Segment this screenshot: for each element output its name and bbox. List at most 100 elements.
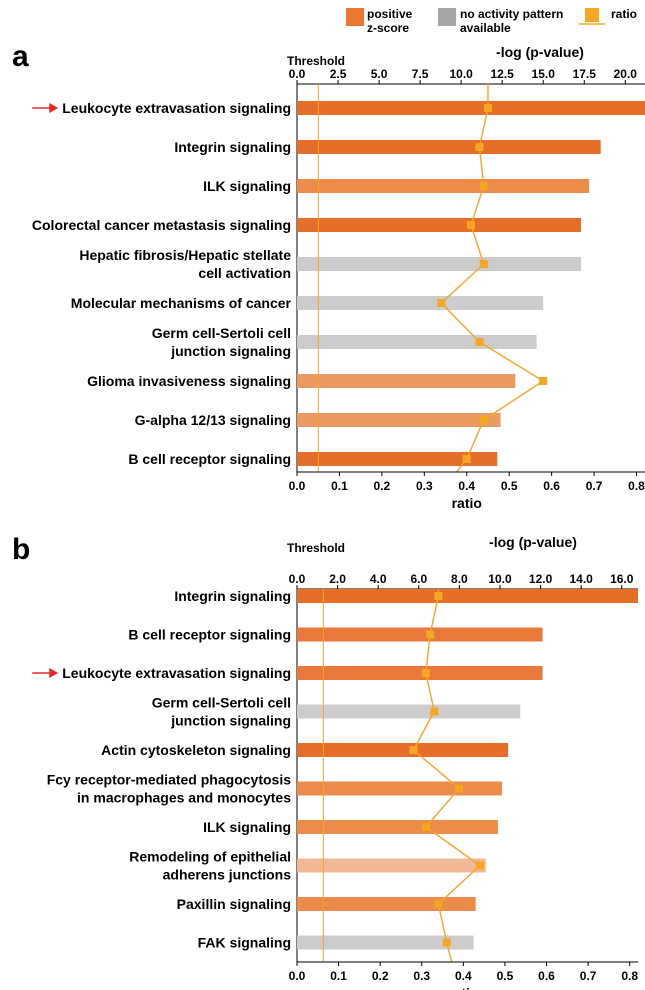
bottom-axis-tick-label: 0.2 [372, 969, 389, 983]
bar [297, 374, 516, 388]
top-axis-tick-label: 12.0 [529, 572, 553, 586]
bottom-axis-tick-label: 0.2 [374, 479, 391, 493]
highlight-arrowhead-icon [49, 103, 59, 113]
bar [297, 179, 590, 193]
bar [297, 704, 521, 719]
bottom-axis-title: ratio [452, 495, 482, 510]
top-axis-title: -log (p-value) [489, 535, 577, 550]
top-axis-tick-label: 16.0 [610, 572, 634, 586]
highlight-arrowhead-icon [49, 668, 59, 678]
ratio-point [421, 823, 430, 831]
chart-b: -log (p-value) 0.0 2.0 4.0 6.0 8.0 10.0 12.0 14.… [32, 535, 638, 990]
ratio-point [430, 707, 439, 716]
top-axis-tick-label: 20.0 [614, 67, 638, 81]
ratio-point [475, 861, 484, 870]
top-axis-tick-label: 10.0 [488, 572, 512, 586]
ratio-point [434, 592, 443, 600]
bottom-axis-tick-label: 0.0 [289, 969, 306, 983]
ratio-point [426, 630, 435, 639]
bar [297, 897, 476, 911]
chart-a: -log (p-value) 0.0 2.5 5.0 7.5 10.0 12.5 15.0 17… [32, 44, 645, 510]
category-label: Leukocyte extravasation signaling [62, 665, 291, 681]
bottom-axis-tick-label: 0.5 [497, 969, 514, 983]
ratio-point [409, 746, 418, 754]
bar [297, 666, 543, 680]
ratio-point [475, 143, 484, 151]
category-label: ILK signaling [203, 819, 291, 835]
bar [297, 218, 581, 232]
top-axis-tick-label: 8.0 [451, 572, 468, 586]
category-label: Germ cell-Sertoli cell junction signaling [152, 695, 291, 729]
panel-label-b: b [12, 533, 31, 566]
category-label: Paxillin signaling [177, 896, 291, 912]
bottom-axis-title: ratio [448, 985, 478, 990]
bottom-axis-tick-label: 0.3 [416, 479, 433, 493]
bottom-axis-tick-label: 0.7 [580, 969, 597, 983]
ratio-line [412, 589, 482, 963]
top-axis-tick-label: 12.5 [491, 67, 515, 81]
ratio-point [539, 377, 548, 385]
bar [297, 589, 638, 603]
bar [297, 627, 543, 642]
ratio-point [479, 260, 488, 268]
bar [297, 296, 544, 310]
legend-swatch-positive [346, 8, 364, 26]
category-label: Actin cytoskeleton signaling [101, 742, 291, 758]
ratio-line [440, 84, 545, 473]
category-label: B cell receptor signaling [128, 627, 291, 643]
top-axis-tick-label: 15.0 [532, 67, 556, 81]
category-label: Molecular mechanisms of cancer [71, 295, 292, 311]
top-axis-tick-label: 7.5 [412, 67, 429, 81]
bottom-axis-tick-label: 0.1 [331, 479, 348, 493]
top-axis-title: -log (p-value) [496, 44, 584, 60]
ratio-point [421, 669, 430, 677]
category-label: Integrin signaling [174, 139, 291, 155]
top-axis-tick-label: 0.0 [289, 572, 306, 586]
ratio-point [483, 104, 492, 112]
category-label: Glioma invasiveness signaling [87, 373, 291, 389]
category-label: Germ cell-Sertoli cell junction signaling [152, 325, 291, 359]
bar [297, 257, 581, 271]
bottom-axis-tick-label: 0.0 [289, 479, 306, 493]
ratio-point [455, 784, 464, 793]
bar [297, 858, 486, 873]
ratio-point [467, 221, 475, 229]
category-label: FAK signaling [198, 935, 291, 951]
category-label: Hepatic fibrosis/Hepatic stellate cell ac… [79, 247, 291, 281]
ratio-point [437, 299, 446, 307]
category-label: B cell receptor signaling [128, 451, 291, 467]
bottom-axis-tick-label: 0.4 [458, 479, 475, 493]
chart-legend: positive z-score no activity pattern ava… [0, 0, 645, 48]
category-label: Leukocyte extravasation signaling [62, 100, 291, 116]
bottom-axis-tick-label: 0.1 [330, 969, 347, 983]
bar [297, 743, 509, 757]
threshold-label: Threshold [287, 54, 345, 68]
bar [297, 452, 498, 466]
bar [297, 413, 501, 427]
category-label: Remodeling of epithelial adherens junctio… [129, 849, 291, 883]
ratio-point [479, 182, 488, 190]
legend-label-ratio: ratio [611, 7, 638, 21]
bottom-axis-tick-label: 0.7 [586, 479, 603, 493]
bar [297, 781, 503, 796]
ratio-point [475, 338, 484, 346]
category-label: G-alpha 12/13 signaling [135, 412, 291, 428]
top-axis-tick-label: 2.5 [330, 67, 347, 81]
legend-label-no-activity: no activity pattern available [460, 7, 564, 35]
category-label: Integrin signaling [174, 588, 291, 604]
bottom-axis-tick-label: 0.3 [413, 969, 430, 983]
threshold-label: Threshold [287, 541, 345, 555]
top-axis-tick-label: 10.0 [449, 67, 473, 81]
panel-label-a: a [12, 40, 29, 73]
bottom-axis-tick-label: 0.8 [628, 479, 645, 493]
category-label: ILK signaling [203, 178, 291, 194]
bar [297, 335, 537, 349]
bottom-axis-tick-label: 0.6 [538, 969, 555, 983]
bottom-axis-tick-label: 0.8 [621, 969, 638, 983]
top-axis-tick-label: 4.0 [370, 572, 387, 586]
legend-label-positive: positive z-score [367, 7, 413, 35]
top-axis-tick-label: 5.0 [371, 67, 388, 81]
legend-ratio-symbol [579, 8, 605, 25]
category-label: Colorectal cancer metastasis signaling [32, 217, 291, 233]
top-axis-tick-label: 6.0 [410, 572, 427, 586]
